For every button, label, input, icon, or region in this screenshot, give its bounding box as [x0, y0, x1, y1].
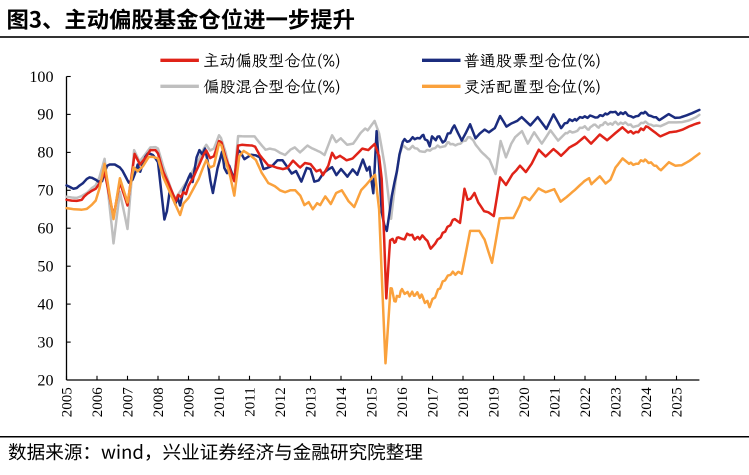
svg-text:30: 30	[37, 334, 53, 351]
svg-text:2015: 2015	[365, 387, 381, 417]
svg-text:2023: 2023	[609, 387, 625, 417]
svg-text:2014: 2014	[334, 387, 350, 418]
svg-text:20: 20	[37, 372, 53, 389]
svg-text:2007: 2007	[121, 387, 137, 418]
svg-text:60: 60	[37, 221, 53, 238]
svg-text:2019: 2019	[487, 387, 503, 417]
svg-text:40: 40	[37, 296, 53, 313]
svg-text:2022: 2022	[578, 387, 594, 417]
svg-text:2010: 2010	[212, 387, 228, 417]
svg-text:70: 70	[37, 183, 53, 200]
svg-text:2005: 2005	[60, 387, 76, 417]
svg-text:2016: 2016	[395, 387, 411, 418]
svg-text:50: 50	[37, 259, 53, 276]
svg-text:2013: 2013	[304, 387, 320, 417]
svg-text:100: 100	[29, 69, 53, 86]
svg-text:2020: 2020	[517, 387, 533, 417]
svg-text:2018: 2018	[456, 387, 472, 417]
svg-text:2024: 2024	[639, 387, 655, 418]
svg-text:2025: 2025	[670, 387, 686, 417]
svg-text:2009: 2009	[182, 387, 198, 417]
svg-text:2011: 2011	[243, 387, 259, 416]
svg-text:2021: 2021	[548, 387, 564, 417]
svg-text:2008: 2008	[151, 387, 167, 417]
svg-text:2006: 2006	[90, 387, 106, 418]
svg-text:80: 80	[37, 145, 53, 162]
svg-text:2017: 2017	[426, 387, 442, 418]
svg-text:90: 90	[37, 107, 53, 124]
svg-text:2012: 2012	[273, 387, 289, 417]
